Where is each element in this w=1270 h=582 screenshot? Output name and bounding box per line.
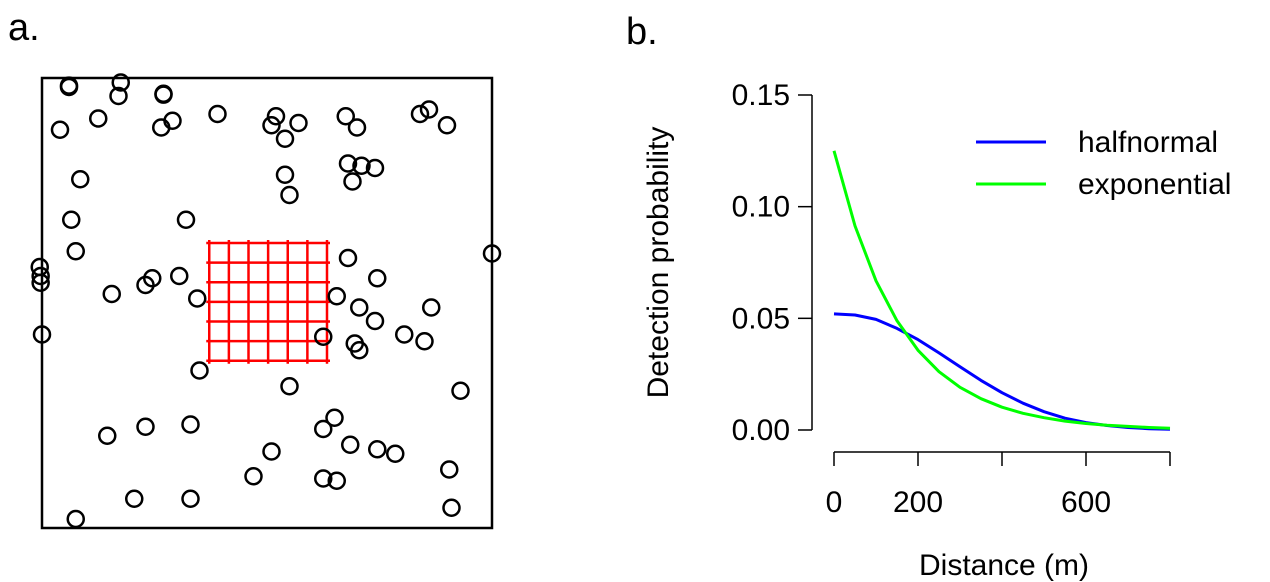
activity-center-point [71, 170, 90, 189]
legend-label-exponential: exponential [1078, 168, 1231, 201]
activity-center-point [98, 426, 117, 445]
panel-a: a. [8, 7, 502, 530]
activity-center-point [365, 311, 385, 331]
activity-center-point [136, 417, 155, 436]
activity-center-point [338, 154, 358, 173]
x-ticks: 0 200 600 [826, 452, 1171, 519]
panel-b-label: b. [626, 11, 658, 53]
y-tick-label: 0.00 [732, 414, 790, 447]
activity-center-point [188, 289, 207, 308]
panel-b: b. 0.00 0.05 0.10 0.15 0 200 600 Detection pr… [626, 11, 1231, 582]
activity-center-point [181, 415, 200, 434]
activity-center-point [347, 118, 367, 137]
activity-center-point [442, 498, 461, 517]
activity-center-point [262, 442, 281, 461]
activity-center-point [314, 419, 333, 439]
activity-center-point [66, 509, 85, 529]
activity-center-point [266, 107, 286, 126]
activity-center-point [136, 275, 155, 295]
activity-center-point [275, 129, 295, 148]
y-tick-label: 0.15 [732, 79, 790, 112]
y-axis-title: Detection probability [642, 127, 675, 399]
activity-center-point [31, 273, 50, 292]
y-ticks: 0.00 0.05 0.10 0.15 [732, 79, 812, 447]
activity-center-point [419, 100, 439, 119]
legend-label-halfnormal: halfnormal [1078, 126, 1218, 159]
activity-center-point [89, 109, 108, 128]
activity-center-point [336, 107, 355, 126]
activity-center-point [280, 185, 299, 205]
activity-center-point [365, 158, 385, 178]
panel-a-label: a. [8, 7, 40, 49]
series-line-exponential [832, 150, 1171, 430]
activity-center-point [109, 86, 128, 106]
activity-center-point [170, 266, 189, 286]
activity-center-point [350, 298, 369, 317]
activity-center-point [62, 210, 81, 229]
activity-center-point [280, 377, 299, 396]
activity-center-point [314, 469, 333, 488]
x-tick-label: 0 [826, 486, 843, 519]
x-tick-label: 200 [893, 486, 943, 519]
activity-center-point [289, 113, 308, 133]
activity-center-point [341, 435, 360, 454]
activity-center-point [368, 269, 387, 288]
trap-grid [206, 240, 330, 364]
activity-center-point [181, 489, 200, 508]
y-tick-label: 0.10 [732, 191, 790, 224]
activity-center-point [176, 210, 196, 229]
activity-center-point [338, 248, 358, 268]
activity-center-point [395, 325, 414, 344]
activity-center-point [343, 172, 362, 191]
activity-centers [30, 73, 502, 529]
x-axis-title: Distance (m) [919, 549, 1089, 582]
x-tick-label: 600 [1061, 486, 1111, 519]
activity-center-point [125, 489, 144, 508]
activity-center-point [325, 408, 344, 427]
activity-center-point [350, 341, 369, 360]
activity-center-point [111, 73, 130, 92]
activity-center-point [440, 460, 459, 479]
activity-center-point [244, 467, 263, 486]
activity-center-point [31, 266, 50, 286]
activity-center-point [451, 381, 470, 400]
legend: halfnormal exponential [976, 126, 1231, 201]
activity-center-point [482, 244, 502, 263]
activity-center-point [208, 104, 227, 124]
activity-center-point [152, 118, 171, 137]
activity-center-point [327, 287, 346, 306]
activity-center-point [32, 325, 52, 344]
activity-center-point [422, 298, 441, 317]
activity-center-point [262, 116, 281, 135]
activity-center-point [190, 361, 209, 380]
panel-a-frame [40, 76, 494, 530]
y-tick-label: 0.05 [732, 302, 790, 335]
activity-center-point [50, 120, 70, 139]
activity-center-point [415, 332, 434, 351]
activity-center-point [59, 76, 79, 95]
series-lines [832, 150, 1171, 431]
activity-center-point [154, 85, 173, 104]
activity-center-point [275, 165, 295, 184]
series-line-halfnormal [833, 312, 1171, 431]
activity-center-point [368, 440, 387, 459]
activity-center-point [314, 327, 333, 346]
activity-center-point [327, 471, 346, 490]
activity-center-point [352, 156, 371, 175]
activity-center-point [386, 444, 405, 463]
activity-center-point [437, 116, 457, 135]
activity-center-point [102, 284, 121, 304]
activity-center-point [410, 104, 430, 124]
activity-center-point [66, 242, 85, 261]
